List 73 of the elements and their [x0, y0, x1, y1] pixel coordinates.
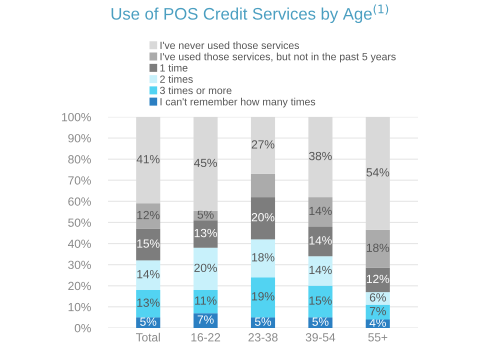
- y-tick-label: 60%: [68, 197, 91, 206]
- data-label: 41%: [136, 155, 160, 164]
- data-label: 15%: [309, 296, 332, 305]
- legend-label: 2 times: [160, 75, 193, 83]
- legend-label: I've never used those services: [160, 41, 299, 50]
- y-tick-label: 0%: [74, 324, 91, 332]
- bar: [250, 116, 276, 174]
- legend-label: I've used those services, but not in the past 5 years: [160, 52, 396, 62]
- data-label: 13%: [194, 228, 217, 238]
- data-label: 5%: [254, 318, 272, 326]
- data-label: 15%: [137, 239, 160, 248]
- y-tick-label: 70%: [68, 176, 91, 185]
- data-label: 18%: [252, 253, 274, 262]
- data-label: 12%: [137, 210, 160, 220]
- data-label: 38%: [309, 152, 332, 160]
- bar: [136, 116, 160, 204]
- data-label: 20%: [194, 264, 217, 272]
- bar: [308, 226, 332, 256]
- bar: [250, 174, 276, 198]
- data-label: 14%: [137, 270, 160, 278]
- data-label: 7%: [370, 307, 386, 316]
- data-label: 5%: [198, 210, 214, 219]
- data-label: 14%: [309, 266, 332, 274]
- bar: [194, 116, 218, 211]
- bar: [136, 260, 160, 290]
- bar: [250, 197, 276, 240]
- x-tick-label: 16-22: [191, 333, 220, 342]
- data-label: 5%: [312, 318, 329, 326]
- bar: [308, 197, 332, 227]
- y-tick-label: 100%: [62, 112, 91, 122]
- bar: [136, 290, 160, 318]
- y-tick-label: 90%: [68, 134, 91, 142]
- x-tick-label: Total: [136, 332, 160, 342]
- data-label: 54%: [366, 168, 390, 177]
- y-tick-label: 30%: [68, 260, 91, 270]
- y-tick-label: 40%: [68, 240, 91, 248]
- x-tick-label: 39-54: [306, 333, 336, 342]
- data-label: 6%: [370, 293, 386, 302]
- data-label: 20%: [252, 213, 274, 222]
- data-label: 45%: [194, 158, 217, 168]
- bar: [136, 228, 160, 260]
- data-label: 5%: [140, 318, 156, 326]
- data-label: 12%: [366, 274, 390, 284]
- data-label: 18%: [366, 244, 390, 252]
- legend-label: I can't remember how many times: [160, 98, 316, 108]
- bar: [194, 313, 218, 328]
- data-label: 7%: [198, 315, 214, 324]
- bar: [250, 239, 276, 278]
- bar: [308, 116, 332, 198]
- bar: [194, 248, 218, 290]
- x-tick-label: 23-38: [248, 333, 278, 342]
- x-tick-label: 55+: [368, 333, 388, 342]
- bar: [194, 220, 218, 248]
- bar: [194, 290, 218, 314]
- data-label: 13%: [137, 298, 160, 307]
- data-label: 27%: [252, 140, 274, 149]
- y-tick-label: 20%: [68, 282, 91, 290]
- y-tick-label: 50%: [68, 218, 91, 227]
- bar: [366, 230, 390, 268]
- y-tick-label: 10%: [68, 302, 91, 312]
- bar: [308, 256, 332, 286]
- data-label: 11%: [195, 296, 217, 305]
- legend-label: 3 times or more: [160, 86, 232, 94]
- data-label: 14%: [309, 206, 332, 216]
- data-label: 19%: [252, 292, 274, 301]
- bar: [308, 286, 332, 318]
- chart-title: Use of POS Credit Services by Age$^{(1)}$: [112, 4, 388, 24]
- bar: [136, 203, 160, 229]
- bar: [250, 277, 276, 318]
- data-label: 14%: [309, 236, 332, 245]
- bar: [366, 116, 390, 230]
- legend-label: 1 time: [160, 64, 188, 72]
- y-tick-label: 80%: [68, 155, 91, 164]
